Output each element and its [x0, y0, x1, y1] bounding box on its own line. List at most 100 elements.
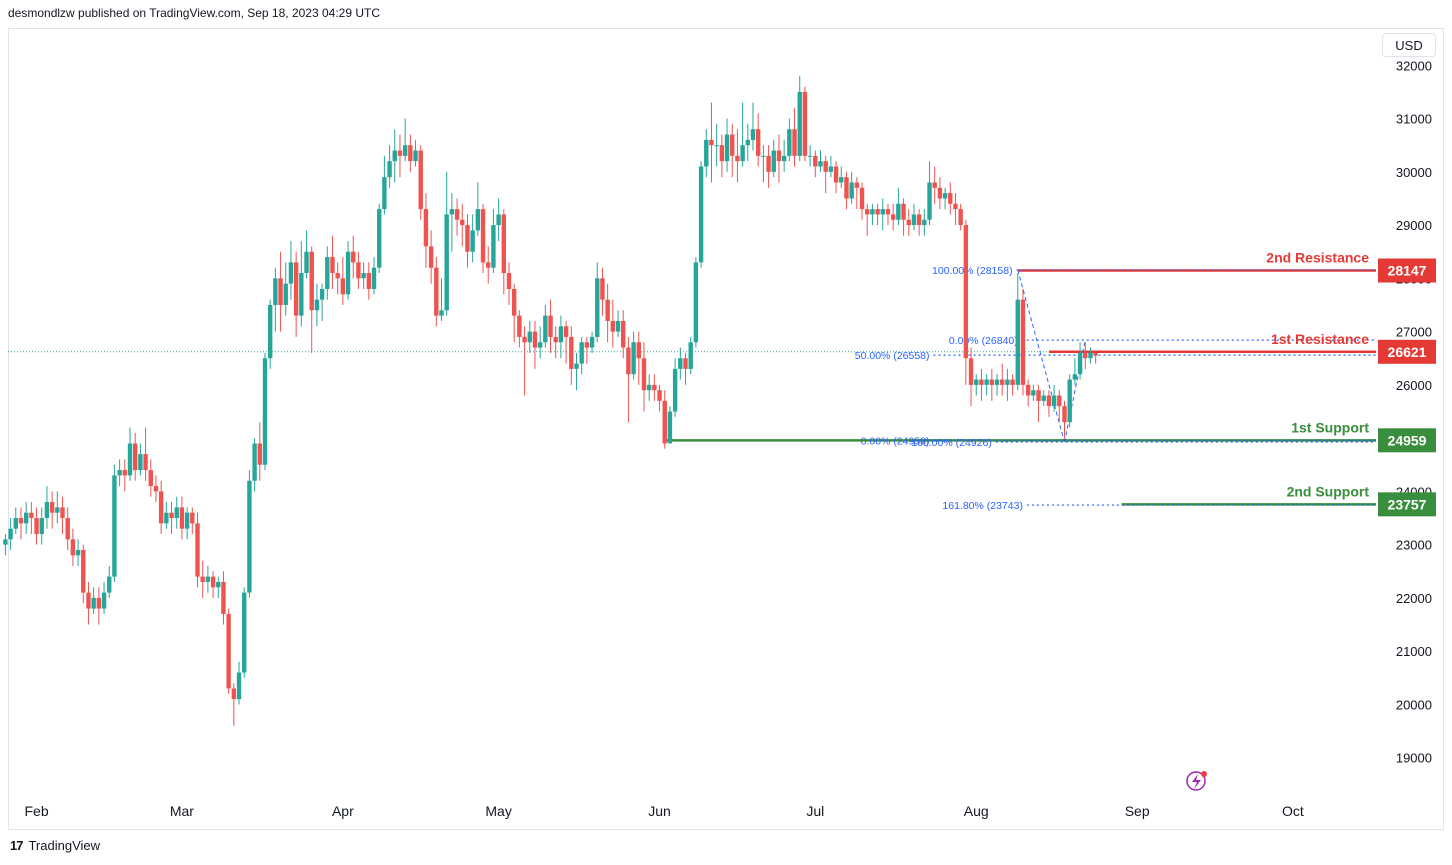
x-month-label: Aug	[964, 803, 989, 819]
candle-body	[506, 273, 512, 289]
candle-body	[299, 273, 304, 316]
candle-body	[8, 528, 13, 540]
candle-body	[1031, 390, 1036, 396]
candle-body	[1072, 374, 1078, 380]
candle-body	[242, 592, 247, 673]
candle-body	[854, 182, 860, 188]
candle-body	[631, 342, 636, 375]
candle-body	[522, 336, 527, 343]
candle-body	[117, 470, 122, 476]
candle-body	[387, 161, 392, 178]
candle-body	[548, 315, 553, 337]
candle-body	[595, 278, 600, 337]
level-price-badge	[1378, 428, 1436, 453]
candle-body	[101, 592, 107, 609]
level-labels: 2nd Resistance 28147 1st Resistance 26621 1s…	[1266, 250, 1436, 517]
candle-body	[885, 209, 891, 215]
candle-body	[563, 326, 569, 337]
candle-body	[813, 155, 818, 167]
candle-body	[927, 182, 932, 220]
candle-body	[449, 209, 455, 215]
candle-body	[1067, 379, 1072, 423]
level-price-label: 28147	[1388, 263, 1427, 279]
x-month-label: Jul	[806, 803, 824, 819]
candle-body	[236, 672, 242, 700]
candle-body	[454, 209, 460, 220]
candle-body	[439, 310, 444, 316]
candle-body	[418, 150, 423, 210]
candle-body	[787, 129, 792, 156]
tradingview-logo-icon: 17	[10, 838, 24, 853]
candle-body	[906, 219, 911, 226]
candle-body	[340, 278, 346, 295]
candles	[3, 75, 1098, 726]
candle-body	[646, 384, 652, 391]
axes: 1900020000210002200023000240002500026000…	[24, 58, 1432, 819]
level-name: 2nd Support	[1287, 483, 1370, 499]
candle-body	[460, 219, 465, 226]
candle-body	[70, 539, 76, 556]
candle-body	[615, 320, 621, 332]
candle-body	[55, 507, 60, 513]
candle-body	[771, 150, 776, 172]
candle-body	[143, 454, 148, 471]
candle-body	[371, 267, 377, 289]
candle-body	[667, 411, 673, 444]
candle-body	[849, 182, 854, 199]
candle-body	[174, 507, 179, 519]
candle-body	[797, 91, 802, 156]
candle-body	[288, 262, 294, 284]
candle-body	[325, 257, 330, 289]
candle-body	[1057, 395, 1062, 407]
x-month-label: Feb	[24, 803, 48, 819]
y-tick-label: 21000	[1396, 644, 1432, 659]
y-tick-label: 32000	[1396, 58, 1432, 73]
level-name: 1st Resistance	[1271, 331, 1369, 347]
fib-label: 100.00% (28158)	[932, 265, 1013, 277]
candle-body	[755, 129, 761, 156]
candle-body	[200, 576, 205, 582]
candle-body	[994, 379, 1000, 385]
candle-body	[122, 470, 128, 476]
candle-body	[361, 273, 366, 279]
candle-body	[1083, 352, 1088, 359]
levels	[8, 269, 1376, 506]
candle-body	[802, 91, 808, 156]
currency-button[interactable]: USD	[1382, 33, 1436, 57]
candle-body	[39, 518, 44, 535]
x-month-label: Sep	[1125, 803, 1150, 819]
candle-body	[600, 278, 605, 300]
candle-body	[735, 155, 740, 162]
y-tick-label: 26000	[1396, 378, 1432, 393]
candle-body	[34, 518, 39, 535]
candle-body	[18, 518, 24, 524]
candle-body	[351, 251, 356, 263]
fib-label: 100.00% (24926)	[911, 437, 992, 449]
candle-body	[693, 262, 699, 343]
candle-body	[724, 134, 730, 162]
candle-body	[709, 139, 714, 146]
x-month-label: May	[485, 803, 511, 819]
candle-body	[974, 379, 979, 385]
x-month-label: Apr	[332, 803, 354, 819]
footer-brand: TradingView	[28, 838, 101, 853]
candle-body	[662, 400, 667, 444]
candle-body	[153, 486, 159, 492]
candle-body	[537, 342, 543, 348]
candle-body	[610, 320, 616, 332]
candle-body	[283, 283, 288, 305]
candle-body	[517, 315, 522, 337]
candle-body	[252, 443, 257, 481]
fib-label: 0.00% (26840)	[949, 335, 1018, 347]
y-tick-label: 20000	[1396, 697, 1432, 712]
candle-body	[366, 273, 372, 289]
candle-body	[49, 502, 55, 513]
candle-body	[875, 209, 880, 215]
candle-body	[672, 368, 678, 412]
lightning-icon[interactable]	[1186, 771, 1207, 791]
candle-body	[781, 155, 787, 162]
candle-body	[574, 363, 579, 369]
level-price-badge	[1378, 258, 1436, 283]
level-name: 1st Support	[1291, 419, 1369, 435]
